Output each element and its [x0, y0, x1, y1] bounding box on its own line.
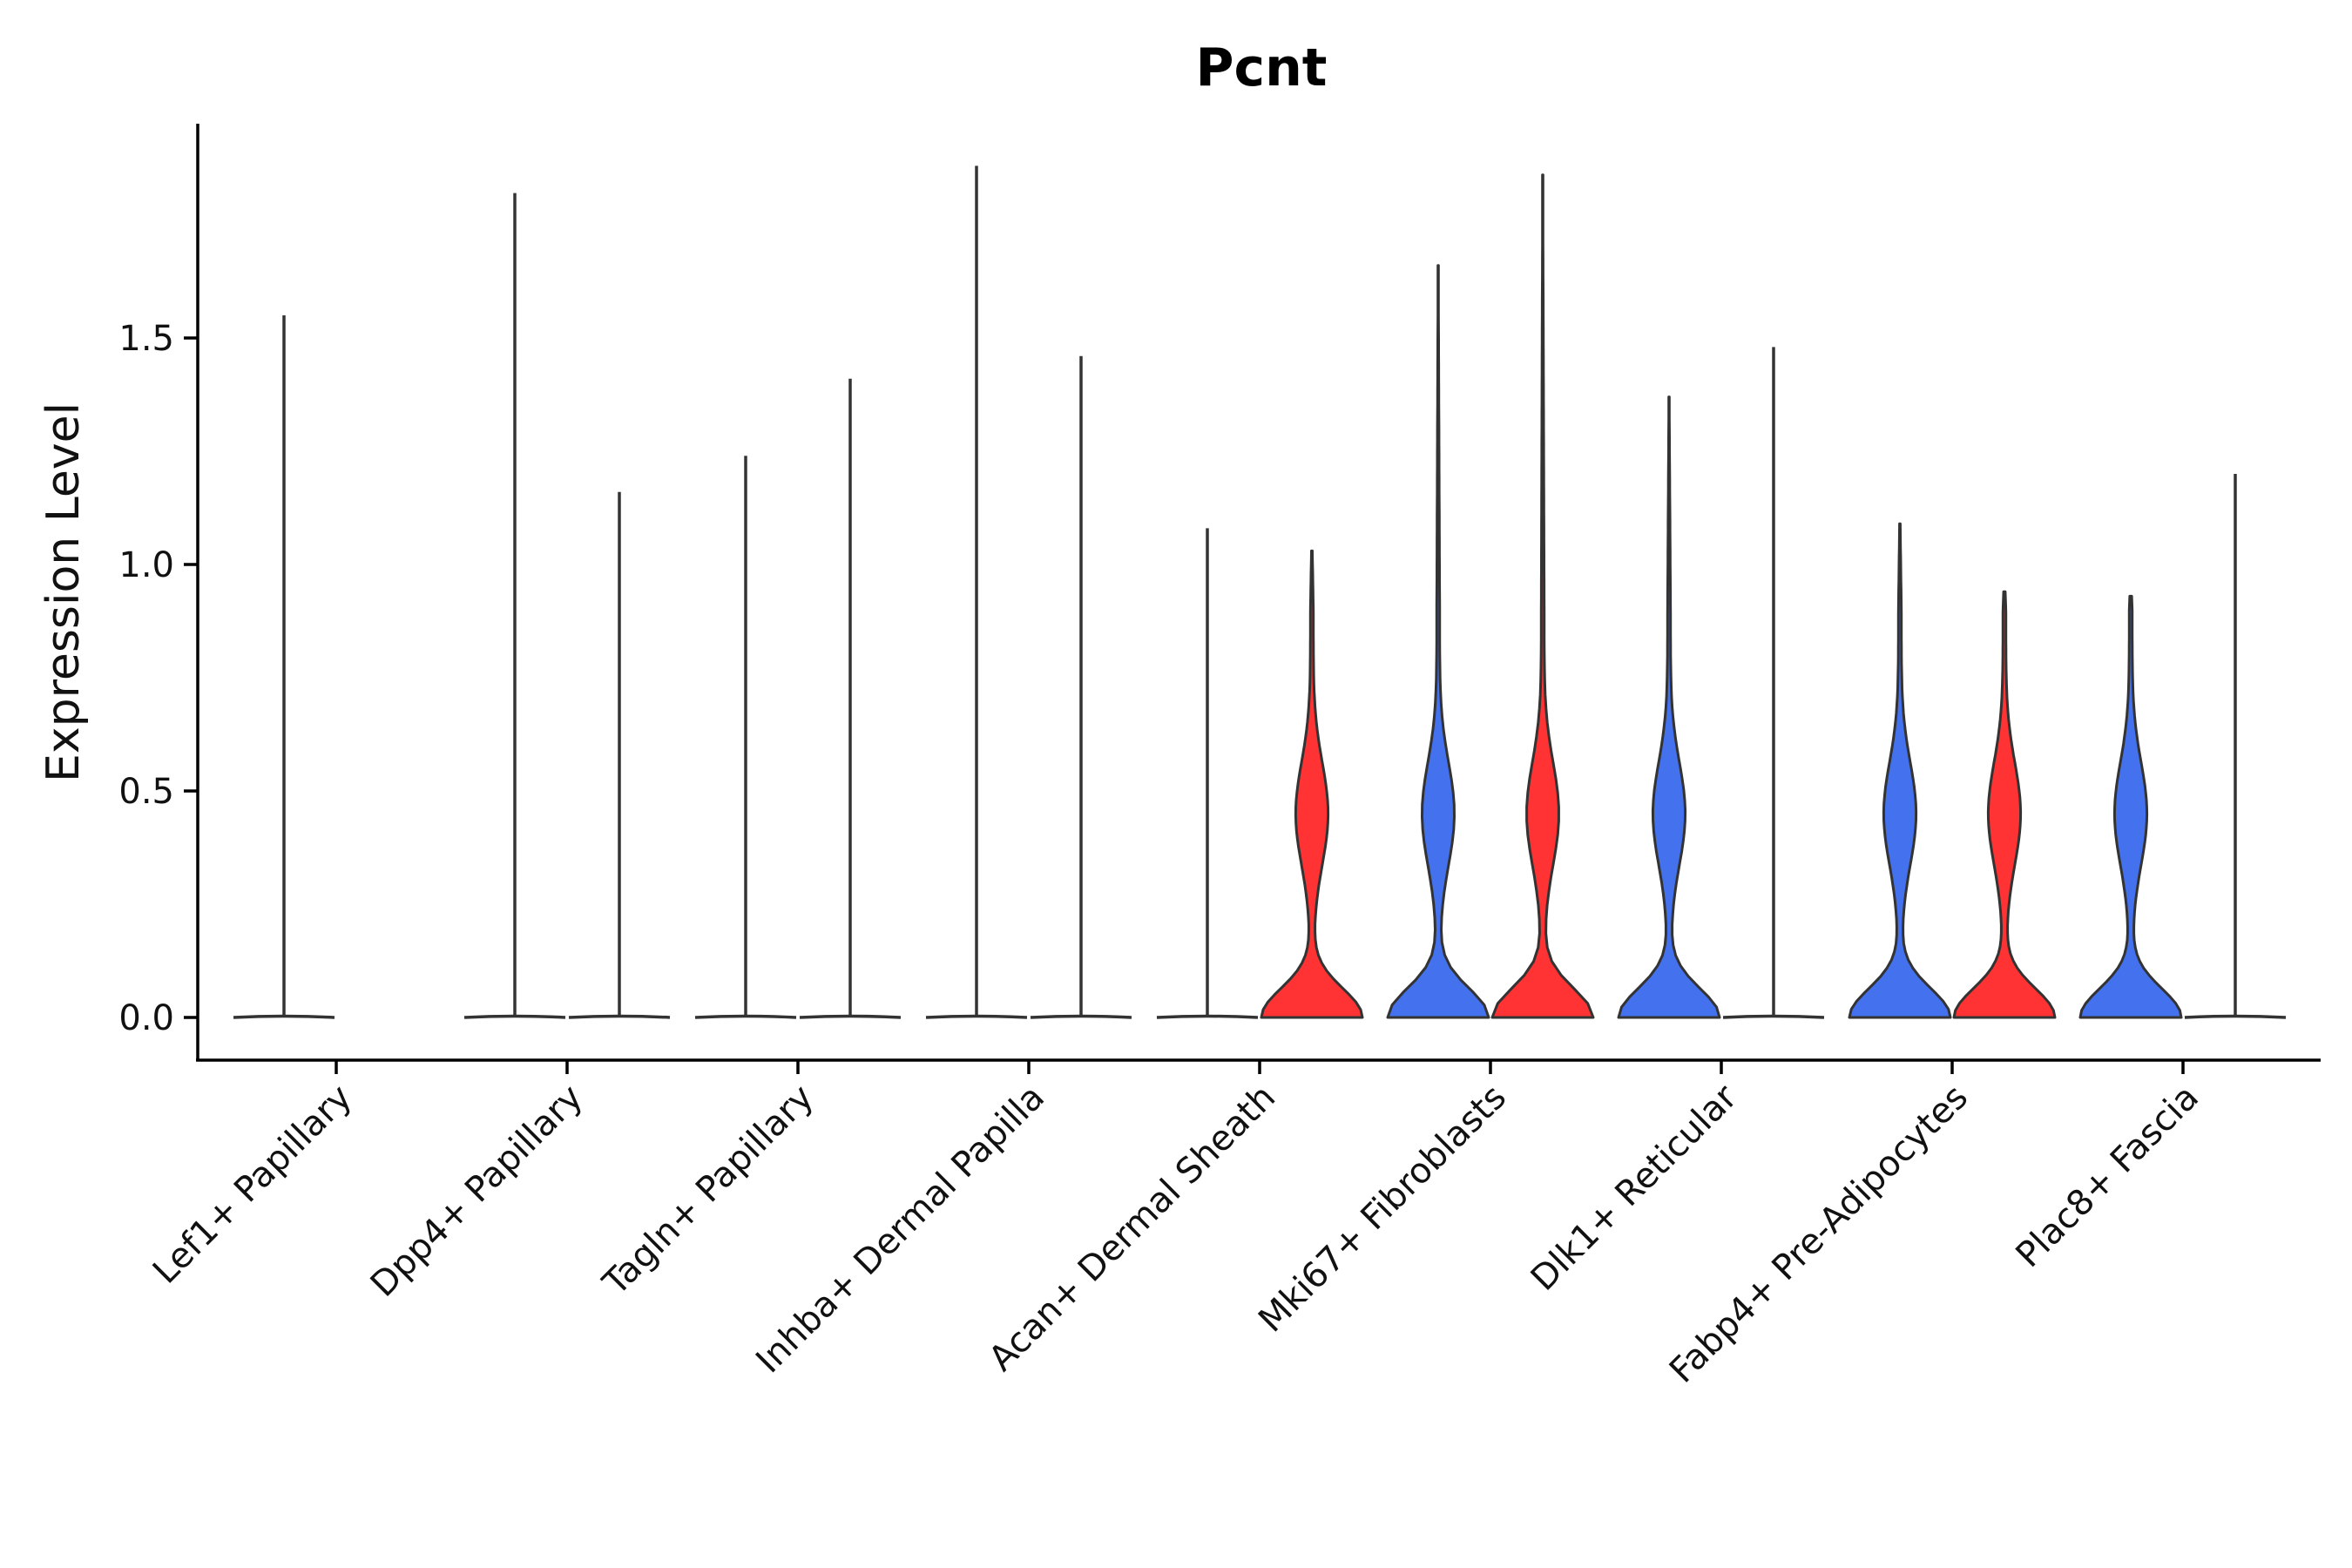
x-tick-label: Dpp4+ Papillary [363, 1078, 591, 1305]
x-tick-label: Dlk1+ Reticular [1524, 1077, 1746, 1299]
y-tick-label: 1.0 [118, 545, 174, 585]
x-tick-label: Mki67+ Fibroblasts [1251, 1078, 1514, 1341]
x-tick-label: Tagln+ Papillary [595, 1078, 821, 1304]
violin-blue-7 [1848, 522, 1952, 1019]
violin-red-1 [568, 491, 671, 1019]
violin-red-4 [1260, 549, 1364, 1019]
violin-red-6 [1722, 347, 1825, 1019]
violin-red-3 [1030, 355, 1132, 1019]
y-axis: 0.0 0.5 1.0 1.5 [118, 319, 198, 1038]
plot-area [233, 166, 2287, 1019]
y-tick-label: 0.5 [118, 772, 174, 812]
x-tick-label: Plac8+ Fascia [2009, 1078, 2207, 1276]
violin-blue-2 [694, 456, 797, 1019]
violin-blue-3 [925, 166, 1028, 1019]
y-tick-label: 1.5 [118, 319, 174, 359]
x-tick-label: Lef1+ Papillary [145, 1078, 360, 1292]
x-axis: Lef1+ Papillary Dpp4+ Papillary Tagln+ Pap… [145, 1060, 2207, 1391]
violin-red-7 [1952, 590, 2057, 1019]
violin-blue-6 [1617, 395, 1721, 1019]
violin-blue-4 [1156, 528, 1259, 1019]
violin-red-5 [1490, 173, 1595, 1019]
violin-red-2 [799, 378, 902, 1019]
violin-blue-0 [233, 315, 335, 1019]
violin-red-8 [2184, 474, 2287, 1019]
y-axis-title: Expression Level [37, 402, 90, 782]
violin-blue-1 [463, 193, 566, 1019]
chart-title: Pcnt [1196, 37, 1328, 98]
violin-blue-5 [1386, 264, 1490, 1019]
y-tick-label: 0.0 [118, 998, 174, 1038]
violin-blue-8 [2078, 594, 2183, 1019]
